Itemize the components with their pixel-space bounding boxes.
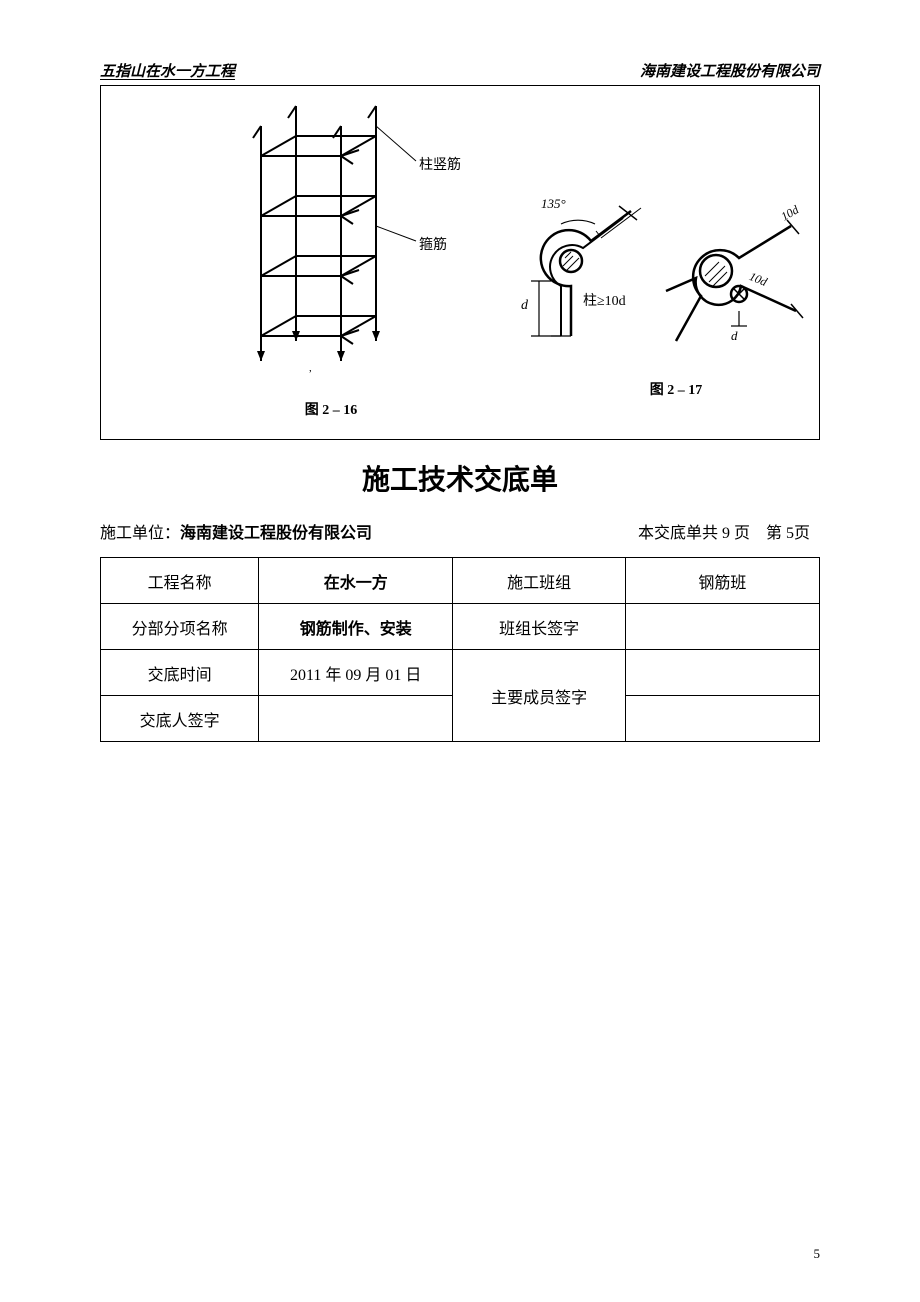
cell-members-sign-label: 主要成员签字 [453,650,626,742]
label-stirrup: 箍筋 [419,234,447,254]
cell-disclose-sign-value [259,696,453,742]
table-row: 工程名称 在水一方 施工班组 钢筋班 [101,558,820,604]
figure-2-16: , 柱竖筋 箍筋 图 2 – 16 [191,96,471,419]
page-info: 本交底单共 9 页 第 5页 [638,516,810,551]
table-row: 分部分项名称 钢筋制作、安装 班组长签字 [101,604,820,650]
cell-leader-sign-label: 班组长签字 [453,604,626,650]
cell-project-name-value: 在水一方 [259,558,453,604]
cell-team-label: 施工班组 [453,558,626,604]
unit-label: 施工单位： [100,525,180,542]
cell-team-value: 钢筋班 [625,558,819,604]
cell-members-sign-value-2 [625,696,819,742]
info-table: 工程名称 在水一方 施工班组 钢筋班 分部分项名称 钢筋制作、安装 班组长签字 … [100,557,820,742]
d-label-left: d [521,298,528,314]
cell-section-label: 分部分项名称 [101,604,259,650]
meta-row: 施工单位：海南建设工程股份有限公司 本交底单共 9 页 第 5页 [100,516,820,551]
header-right: 海南建设工程股份有限公司 [640,60,820,81]
table-row: 交底时间 2011 年 09 月 01 日 主要成员签字 [101,650,820,696]
cell-leader-sign-value [625,604,819,650]
angle-label: 135° [541,196,566,212]
unit-name: 海南建设工程股份有限公司 [180,525,372,542]
label-column-bar: 柱竖筋 [419,154,461,174]
cell-disclose-sign-label: 交底人签字 [101,696,259,742]
cell-section-value: 钢筋制作、安装 [259,604,453,650]
figure-2-17: 135° d 柱≥10d 10d 10d d 图 2 – 17 [491,176,821,399]
svg-text:,: , [309,362,312,374]
document-title: 施工技术交底单 [100,458,820,498]
cell-members-sign-value-1 [625,650,819,696]
figure-2-17-caption: 图 2 – 17 [531,379,821,399]
page-number: 5 [814,1246,821,1262]
cell-time-label: 交底时间 [101,650,259,696]
page-header: 五指山在水一方工程 海南建设工程股份有限公司 [100,60,820,81]
diagram-container: , 柱竖筋 箍筋 图 2 – 16 [100,85,820,440]
header-left: 五指山在水一方工程 [100,60,235,81]
figure-2-16-caption: 图 2 – 16 [191,399,471,419]
d-label-right: d [731,328,738,344]
hook-length-label: 柱≥10d [583,290,626,310]
cell-project-name-label: 工程名称 [101,558,259,604]
cell-time-value: 2011 年 09 月 01 日 [259,650,453,696]
